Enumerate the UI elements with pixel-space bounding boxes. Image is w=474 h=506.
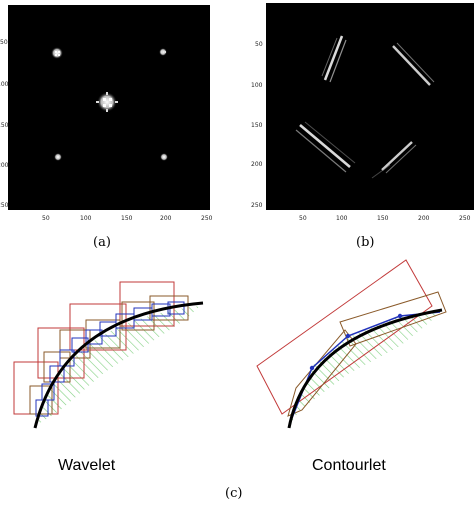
contourlet-red-box <box>256 259 433 415</box>
panel-c-wavelet: Wavelet <box>13 281 204 474</box>
panel-b-image <box>266 3 474 210</box>
contourlet-label: Contourlet <box>312 457 386 474</box>
panel-a-ytick-250: 250 <box>0 202 9 209</box>
panel-b-streak-bottom-left <box>295 121 356 173</box>
panel-b-streak-top-right <box>392 42 435 86</box>
panel-c-contourlet: Contourlet <box>256 259 447 474</box>
panel-a-xtick-250: 250 <box>201 215 213 222</box>
panel-b-ytick-100: 100 <box>251 82 263 89</box>
panel-a-xtick-100: 100 <box>80 215 92 222</box>
panel-b-xtick-200: 200 <box>418 215 430 222</box>
panel-c-caption: (c) <box>225 486 242 501</box>
panel-a-ytick-100: 100 <box>0 81 9 88</box>
panel-b-ytick-200: 200 <box>251 161 263 168</box>
panel-a-caption: (a) <box>93 235 111 250</box>
panel-a-xtick-200: 200 <box>160 215 172 222</box>
panel-b-ytick-150: 150 <box>251 122 263 129</box>
contourlet-blue-nodes <box>309 313 403 371</box>
panel-a-spot-top-left <box>51 47 63 59</box>
panel-b-xtick-100: 100 <box>336 215 348 222</box>
panel-a-xtick-150: 150 <box>121 215 133 222</box>
panel-b-caption: (b) <box>356 235 374 250</box>
contourlet-brown-box-lower <box>287 329 357 417</box>
wavelet-label: Wavelet <box>58 457 116 474</box>
panel-a-ytick-50: 50 <box>0 39 8 46</box>
panel-a: 50 100 150 200 250 50 100 150 200 250 (a… <box>0 5 213 250</box>
panel-a-xtick-50: 50 <box>42 215 50 222</box>
contourlet-curve <box>287 308 443 429</box>
wavelet-blue-boxes <box>35 301 185 417</box>
panel-b: 50 100 150 200 250 50 100 150 200 250 (b… <box>251 3 474 250</box>
panel-b-xtick-250: 250 <box>459 215 471 222</box>
panel-b-xtick-50: 50 <box>299 215 307 222</box>
panel-b-streak-bottom-right <box>371 141 417 179</box>
panel-b-ytick-250: 250 <box>251 202 263 209</box>
panel-a-ytick-150: 150 <box>0 122 9 129</box>
panel-a-spot-bottom-left <box>54 153 62 161</box>
panel-b-streak-top-left <box>321 35 347 83</box>
panel-b-ytick-50: 50 <box>255 41 263 48</box>
panel-a-ytick-200: 200 <box>0 162 9 169</box>
contourlet-hatched-region <box>290 312 440 424</box>
wavelet-curve <box>33 301 204 429</box>
panel-a-spot-bottom-right <box>160 153 168 161</box>
wavelet-hatched-region <box>38 306 200 424</box>
panel-a-spot-center <box>96 92 118 112</box>
panel-b-xtick-150: 150 <box>377 215 389 222</box>
panel-a-spot-top-right <box>159 48 167 56</box>
